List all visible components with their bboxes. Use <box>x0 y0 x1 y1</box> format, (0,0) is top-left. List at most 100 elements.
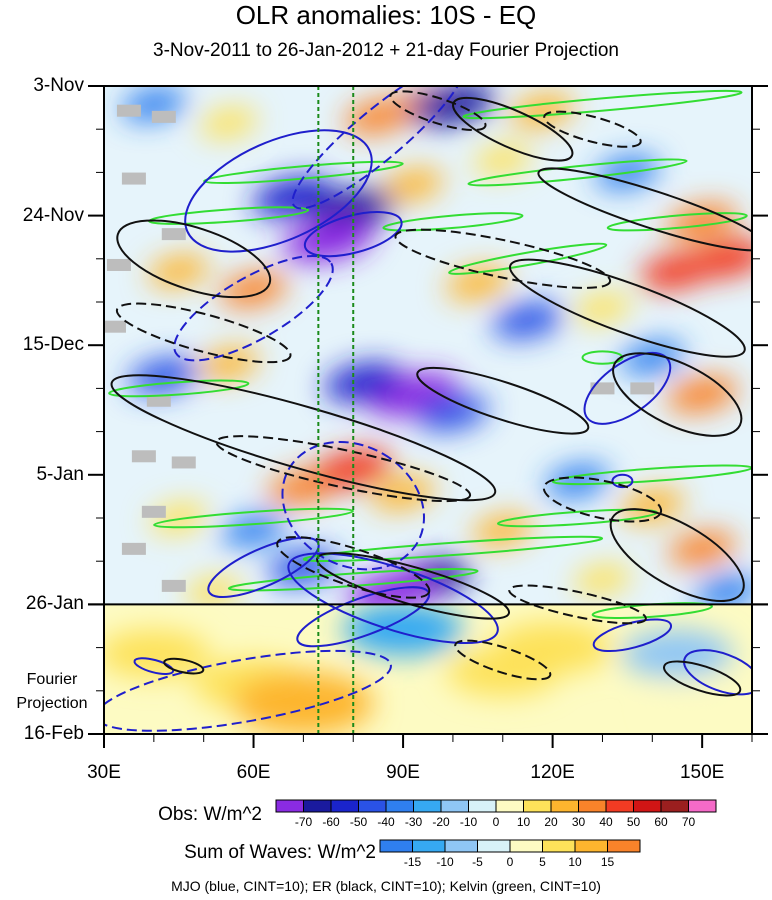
missing-data-cell <box>141 505 166 518</box>
colorbar-box <box>542 839 576 853</box>
colorbar-tick-label: -60 <box>322 815 340 829</box>
missing-data-cell <box>104 320 126 333</box>
obs-anomaly-blob <box>185 576 243 604</box>
kelvin-contour <box>462 89 743 120</box>
colorbar-box <box>477 839 511 853</box>
missing-data-cell <box>106 258 131 271</box>
er-contour <box>612 352 743 437</box>
mjo-contour <box>291 86 465 210</box>
projection-anomaly-blob <box>343 604 464 656</box>
x-tick-label: 90E <box>386 762 420 783</box>
colorbar-box <box>413 799 442 813</box>
wave-contours <box>104 86 752 732</box>
colorbar-box <box>495 799 524 813</box>
colorbar-tick-label: -10 <box>436 855 454 869</box>
colorbar-tick-label: 30 <box>571 815 586 829</box>
plot-border <box>103 85 753 735</box>
obs-anomaly-blob <box>344 99 412 135</box>
er-contour <box>508 584 647 625</box>
colorbar-box <box>607 839 641 853</box>
missing-data-cell <box>121 542 146 555</box>
missing-data-cell <box>121 172 146 185</box>
kelvin-contour <box>606 212 748 232</box>
colorbar-tick-label: 15 <box>600 855 615 869</box>
missing-data-cell <box>161 579 186 592</box>
y-tick-label: 15-Dec <box>22 334 84 356</box>
er-contour <box>163 657 205 675</box>
colorbar-tick-label: 50 <box>626 815 641 829</box>
obs-anomaly-blob <box>382 168 444 201</box>
colorbar-box <box>385 799 414 813</box>
mjo-contour <box>184 129 373 253</box>
colorbar-box <box>379 839 413 853</box>
er-contour <box>609 508 745 602</box>
er-contour <box>110 374 497 502</box>
obs-anomaly-blob <box>620 340 685 375</box>
mjo-contour <box>104 649 392 732</box>
missing-data-cell <box>171 456 196 469</box>
y-tick-label: 5-Jan <box>36 463 84 485</box>
colorbar-box <box>578 799 607 813</box>
obs-colorbar-title: Obs: W/m^2 <box>158 804 262 825</box>
colorbar-box <box>688 799 717 813</box>
colorbar-tick-label: 60 <box>654 815 668 829</box>
missing-data-cell <box>146 394 171 407</box>
colorbar-tick-label: 70 <box>681 815 696 829</box>
colorbar-tick-label: -15 <box>403 855 422 869</box>
colorbar-box <box>440 799 469 813</box>
er-contour <box>394 228 612 289</box>
er-contour <box>115 302 292 364</box>
er-contour <box>543 110 642 148</box>
waves-colorbar-title: Sum of Waves: W/m^2 <box>184 842 376 863</box>
missing-data-cell <box>131 450 156 463</box>
projection-anomaly-blob <box>104 629 210 678</box>
colorbar-tick-label: 10 <box>568 855 582 869</box>
wave-legend-footnote: MJO (blue, CINT=10); ER (black, CINT=10)… <box>171 878 601 894</box>
obs-anomaly-blob <box>492 302 564 339</box>
obs-anomaly-blob <box>474 144 532 176</box>
colorbar-box <box>660 799 689 813</box>
y-tick-label: 24-Nov <box>22 204 84 226</box>
colorbar-tick-label: 40 <box>599 815 613 829</box>
mjo-contour <box>683 649 752 696</box>
missing-data-cell <box>630 382 655 395</box>
obs-anomaly-field <box>104 86 752 604</box>
missing-data-cell <box>161 228 186 241</box>
er-contour <box>663 660 742 697</box>
colorbar-tick-label: -10 <box>459 815 478 829</box>
er-contour <box>454 639 552 681</box>
y-tick-label: 16-Feb <box>23 723 84 744</box>
mjo-contour <box>133 657 175 675</box>
colorbar-tick-label: 5 <box>539 855 546 869</box>
er-contour <box>389 90 487 132</box>
kelvin-contour <box>108 379 250 398</box>
obs-anomaly-blob <box>324 362 403 402</box>
projection-anomaly-blob <box>233 672 374 734</box>
colorbar-box <box>358 799 387 813</box>
colorbar-tick-label: -30 <box>404 815 423 829</box>
obs-anomaly-blob <box>545 464 610 498</box>
chart-subtitle: 3-Nov-2011 to 26-Jan-2012 + 21-day Fouri… <box>153 40 619 61</box>
obs-anomaly-blob <box>200 107 258 139</box>
obs-anomaly-blob <box>417 395 489 432</box>
er-contour <box>215 435 472 503</box>
er-contour <box>537 167 752 252</box>
obs-anomaly-blob <box>148 255 210 288</box>
x-tick-label: 60E <box>236 762 271 783</box>
mjo-contour <box>173 254 334 362</box>
projection-anomaly-blob <box>492 621 613 674</box>
kelvin-contour <box>382 212 524 232</box>
colorbar-box <box>633 799 662 813</box>
obs-anomaly-blob <box>668 531 736 567</box>
kelvin-contour <box>153 507 354 529</box>
kelvin-contour <box>448 242 608 275</box>
colorbar-box <box>412 839 446 853</box>
missing-data-cell <box>590 382 615 395</box>
missing-data-layer <box>104 104 655 592</box>
colorbar-tick-label: -70 <box>294 815 313 829</box>
missing-data-cell <box>116 104 141 117</box>
waves-colorbar <box>379 839 641 853</box>
y-tick-label: 26-Jan <box>25 593 84 615</box>
obs-anomaly-blob <box>445 266 510 301</box>
